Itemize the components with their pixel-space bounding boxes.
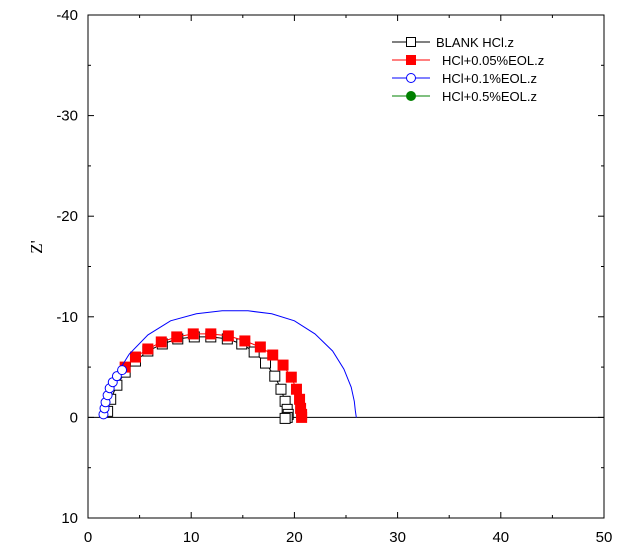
x-tick-label: 30 (389, 529, 406, 546)
legend-label: HCl+0.05%EOL.z (442, 53, 544, 68)
data-point (260, 357, 272, 369)
legend: BLANK HCl.z HCl+0.05%EOL.z HCl+0.1%EOL.z HC… (392, 35, 544, 104)
legend-label: HCl+0.5%EOL.z (442, 89, 537, 104)
legend-label: BLANK HCl.z (436, 35, 514, 50)
x-tick-label: 40 (492, 529, 509, 546)
data-point (239, 335, 251, 347)
data-point (294, 393, 306, 405)
legend-item: BLANK HCl.z (392, 35, 514, 50)
legend-marker (406, 37, 416, 47)
y-tick-label: -40 (56, 7, 78, 24)
legend-item: HCl+0.1%EOL.z (392, 71, 537, 86)
legend-marker (406, 55, 416, 65)
y-axis-ticks: 10 0 -10 -20 -30 -40 (56, 7, 604, 527)
data-point (279, 412, 291, 424)
x-tick-label: 20 (286, 529, 303, 546)
data-point (205, 328, 217, 340)
series-hcl-0-05-eol-z (119, 328, 308, 423)
data-point (117, 365, 128, 376)
legend-item: HCl+0.05%EOL.z (392, 53, 544, 68)
data-point (171, 331, 183, 343)
x-tick-label: 10 (183, 529, 200, 546)
data-point (275, 383, 287, 395)
data-point (129, 351, 141, 363)
data-point (285, 371, 297, 383)
data-point (254, 341, 266, 353)
y-tick-label: -20 (56, 208, 78, 225)
data-point (267, 349, 279, 361)
y-tick-label: 10 (61, 510, 78, 527)
series-hcl-0-1-eol-z (98, 310, 357, 420)
x-tick-label: 50 (596, 529, 613, 546)
y-tick-label: -30 (56, 108, 78, 125)
x-axis-ticks: 0 10 20 30 40 50 (84, 15, 613, 546)
legend-label: HCl+0.1%EOL.z (442, 71, 537, 86)
data-point (277, 359, 289, 371)
legend-marker (406, 73, 416, 83)
series-line (103, 310, 357, 418)
data-point (142, 343, 154, 355)
data-point (290, 383, 302, 395)
data-point (222, 330, 234, 342)
y-tick-label: 0 (70, 409, 78, 426)
data-point (269, 370, 281, 382)
y-tick-label: -10 (56, 309, 78, 326)
legend-marker (406, 91, 416, 101)
y-axis-label: Z' (27, 240, 46, 253)
data-point (296, 411, 308, 423)
series-group (98, 310, 357, 424)
legend-item: HCl+0.5%EOL.z (392, 89, 537, 104)
data-point (187, 328, 199, 340)
data-point (155, 336, 167, 348)
x-tick-label: 0 (84, 529, 92, 546)
